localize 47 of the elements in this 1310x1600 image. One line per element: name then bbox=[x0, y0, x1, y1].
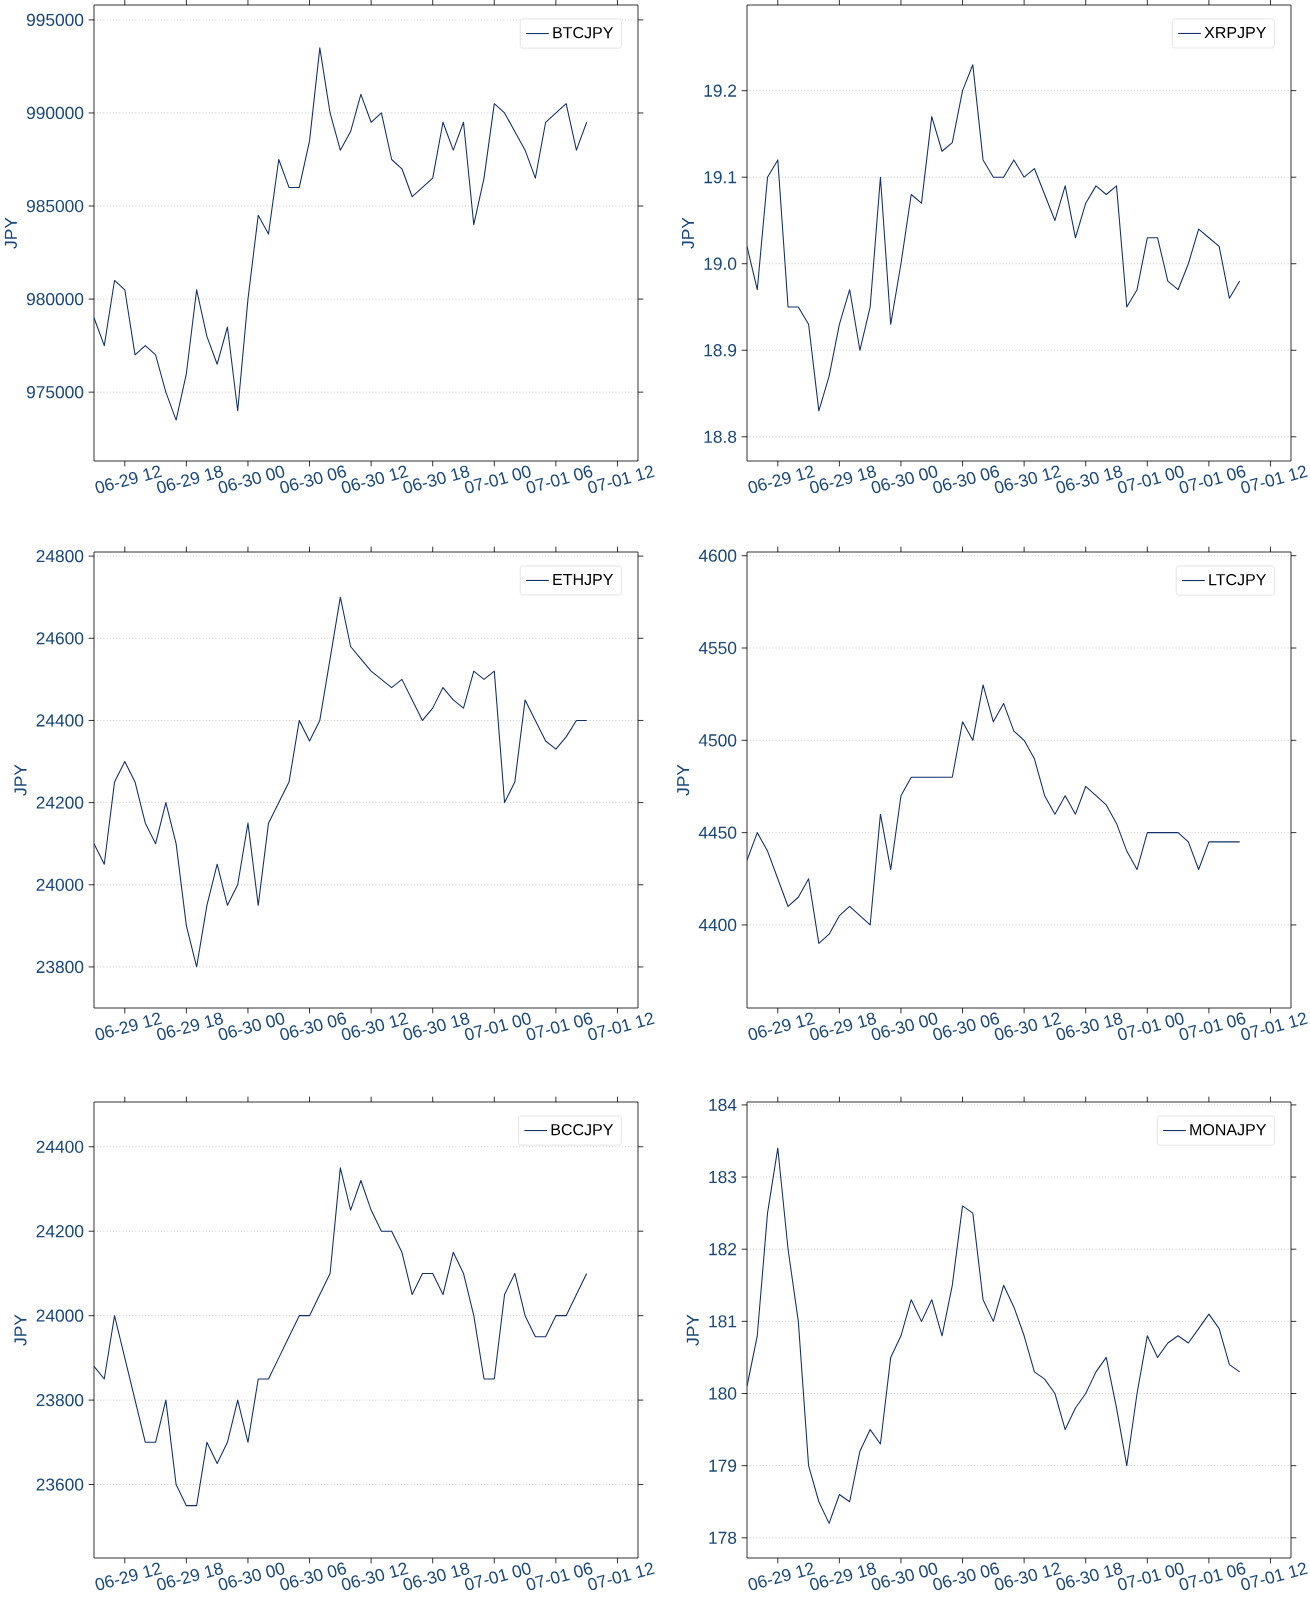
y-tick-label: 4550 bbox=[698, 641, 737, 655]
y-tick-label: 24000 bbox=[36, 1309, 84, 1322]
y-axis-title: JPY bbox=[681, 217, 695, 249]
y-tick-label: 178 bbox=[709, 1531, 737, 1544]
y-tick-label: 985000 bbox=[26, 199, 84, 213]
y-tick-label: 19.2 bbox=[704, 84, 737, 97]
y-axis-title: JPY bbox=[686, 1314, 699, 1346]
y-tick-label: 23800 bbox=[36, 960, 84, 974]
y-axis-title: JPY bbox=[677, 764, 690, 796]
y-tick-label: 19.1 bbox=[704, 171, 737, 184]
legend-label: BCCJPY bbox=[551, 1123, 614, 1136]
legend-label: BTCJPY bbox=[553, 26, 614, 39]
y-tick-label: 23800 bbox=[36, 1393, 84, 1407]
y-tick-label: 4600 bbox=[698, 549, 737, 562]
y-tick-label: 179 bbox=[709, 1459, 737, 1472]
y-tick-label: 182 bbox=[709, 1243, 737, 1256]
y-tick-label: 24800 bbox=[36, 549, 84, 563]
y-tick-label: 975000 bbox=[26, 386, 84, 399]
y-tick-label: 180 bbox=[709, 1387, 737, 1400]
y-axis-title: JPY bbox=[14, 764, 27, 796]
legend-label: ETHJPY bbox=[553, 573, 614, 586]
line-series bbox=[747, 1147, 1241, 1524]
y-tick-label: 184 bbox=[709, 1098, 737, 1112]
y-axis-title: JPY bbox=[14, 1314, 27, 1346]
line-series bbox=[747, 64, 1241, 412]
y-tick-label: 181 bbox=[709, 1315, 737, 1328]
y-axis-title: JPY bbox=[4, 217, 17, 249]
y-tick-label: 4500 bbox=[698, 734, 737, 747]
legend-label: LTCJPY bbox=[1209, 573, 1267, 586]
y-tick-label: 4400 bbox=[698, 918, 737, 932]
legend-label: XRPJPY bbox=[1204, 26, 1267, 39]
y-tick-label: 995000 bbox=[26, 13, 84, 27]
y-tick-label: 980000 bbox=[26, 292, 84, 306]
y-tick-label: 18.9 bbox=[704, 344, 737, 357]
y-tick-label: 18.8 bbox=[704, 430, 737, 443]
y-tick-label: 4450 bbox=[698, 826, 737, 839]
y-tick-label: 990000 bbox=[26, 106, 84, 120]
y-tick-label: 24000 bbox=[36, 878, 84, 891]
y-tick-label: 24400 bbox=[36, 714, 84, 727]
y-tick-label: 183 bbox=[709, 1170, 737, 1184]
y-tick-label: 19.0 bbox=[704, 257, 737, 270]
y-tick-label: 24600 bbox=[36, 632, 84, 645]
legend-label: MONAJPY bbox=[1190, 1123, 1267, 1136]
y-tick-label: 24200 bbox=[36, 796, 84, 809]
y-tick-label: 23600 bbox=[36, 1478, 84, 1491]
y-tick-label: 24200 bbox=[36, 1225, 84, 1238]
y-tick-label: 24400 bbox=[36, 1140, 84, 1153]
